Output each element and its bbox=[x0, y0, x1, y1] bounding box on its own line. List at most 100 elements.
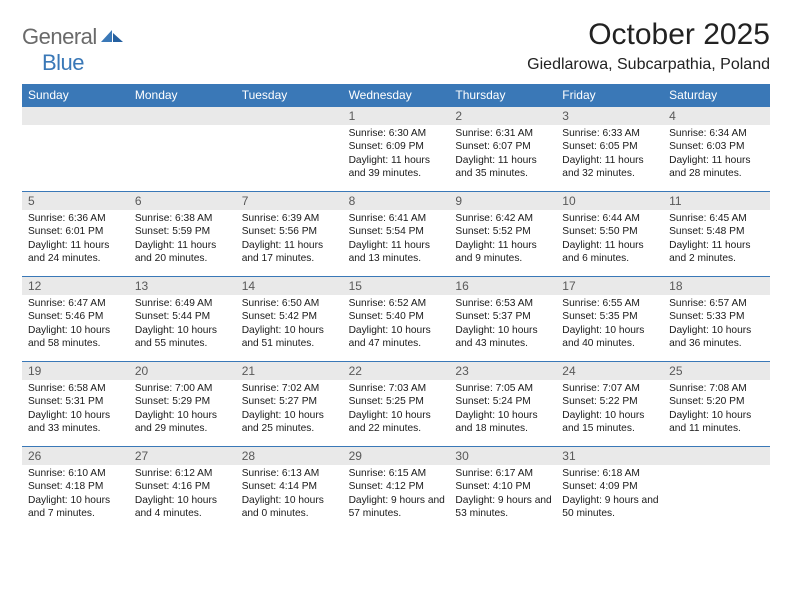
week-row: 19Sunrise: 6:58 AMSunset: 5:31 PMDayligh… bbox=[22, 361, 770, 446]
sunrise-line: Sunrise: 6:50 AM bbox=[242, 297, 339, 310]
sunrise-line: Sunrise: 6:49 AM bbox=[135, 297, 232, 310]
daylight-line: Daylight: 10 hours and 55 minutes. bbox=[135, 324, 232, 351]
day-number: 13 bbox=[129, 277, 236, 295]
day-cell: 30Sunrise: 6:17 AMSunset: 4:10 PMDayligh… bbox=[449, 447, 556, 531]
day-body: Sunrise: 6:50 AMSunset: 5:42 PMDaylight:… bbox=[236, 295, 343, 354]
sunrise-line: Sunrise: 6:31 AM bbox=[455, 127, 552, 140]
logo-word-blue: Blue bbox=[42, 50, 84, 75]
daylight-line: Daylight: 11 hours and 20 minutes. bbox=[135, 239, 232, 266]
weekday-header-cell: Tuesday bbox=[236, 84, 343, 107]
day-cell: 4Sunrise: 6:34 AMSunset: 6:03 PMDaylight… bbox=[663, 107, 770, 191]
day-cell bbox=[22, 107, 129, 191]
sunrise-line: Sunrise: 6:30 AM bbox=[349, 127, 446, 140]
sunset-line: Sunset: 6:09 PM bbox=[349, 140, 446, 153]
sunset-line: Sunset: 4:18 PM bbox=[28, 480, 125, 493]
sunrise-line: Sunrise: 6:36 AM bbox=[28, 212, 125, 225]
calendar-page: General Blue October 2025 Giedlarowa, Su… bbox=[0, 0, 792, 541]
day-cell: 14Sunrise: 6:50 AMSunset: 5:42 PMDayligh… bbox=[236, 277, 343, 361]
header-row: General Blue October 2025 Giedlarowa, Su… bbox=[22, 18, 770, 76]
day-number: 6 bbox=[129, 192, 236, 210]
daylight-line: Daylight: 11 hours and 6 minutes. bbox=[562, 239, 659, 266]
sunset-line: Sunset: 5:40 PM bbox=[349, 310, 446, 323]
sunrise-line: Sunrise: 6:53 AM bbox=[455, 297, 552, 310]
sunrise-line: Sunrise: 6:52 AM bbox=[349, 297, 446, 310]
daylight-line: Daylight: 11 hours and 13 minutes. bbox=[349, 239, 446, 266]
day-cell: 15Sunrise: 6:52 AMSunset: 5:40 PMDayligh… bbox=[343, 277, 450, 361]
sunrise-line: Sunrise: 6:58 AM bbox=[28, 382, 125, 395]
daylight-line: Daylight: 11 hours and 32 minutes. bbox=[562, 154, 659, 181]
logo-sail-icon bbox=[99, 28, 125, 46]
day-cell: 10Sunrise: 6:44 AMSunset: 5:50 PMDayligh… bbox=[556, 192, 663, 276]
day-body: Sunrise: 6:31 AMSunset: 6:07 PMDaylight:… bbox=[449, 125, 556, 184]
daylight-line: Daylight: 11 hours and 2 minutes. bbox=[669, 239, 766, 266]
day-body: Sunrise: 7:07 AMSunset: 5:22 PMDaylight:… bbox=[556, 380, 663, 439]
day-body: Sunrise: 7:08 AMSunset: 5:20 PMDaylight:… bbox=[663, 380, 770, 439]
day-number bbox=[663, 447, 770, 465]
sunset-line: Sunset: 5:24 PM bbox=[455, 395, 552, 408]
day-cell: 29Sunrise: 6:15 AMSunset: 4:12 PMDayligh… bbox=[343, 447, 450, 531]
weeks-container: 1Sunrise: 6:30 AMSunset: 6:09 PMDaylight… bbox=[22, 107, 770, 531]
sunset-line: Sunset: 5:29 PM bbox=[135, 395, 232, 408]
daylight-line: Daylight: 11 hours and 17 minutes. bbox=[242, 239, 339, 266]
day-cell: 16Sunrise: 6:53 AMSunset: 5:37 PMDayligh… bbox=[449, 277, 556, 361]
weekday-header-cell: Saturday bbox=[663, 84, 770, 107]
sunrise-line: Sunrise: 7:05 AM bbox=[455, 382, 552, 395]
day-cell: 25Sunrise: 7:08 AMSunset: 5:20 PMDayligh… bbox=[663, 362, 770, 446]
daylight-line: Daylight: 10 hours and 22 minutes. bbox=[349, 409, 446, 436]
daylight-line: Daylight: 11 hours and 28 minutes. bbox=[669, 154, 766, 181]
sunrise-line: Sunrise: 6:42 AM bbox=[455, 212, 552, 225]
day-body: Sunrise: 7:02 AMSunset: 5:27 PMDaylight:… bbox=[236, 380, 343, 439]
sunset-line: Sunset: 5:42 PM bbox=[242, 310, 339, 323]
day-body: Sunrise: 6:58 AMSunset: 5:31 PMDaylight:… bbox=[22, 380, 129, 439]
sunrise-line: Sunrise: 7:03 AM bbox=[349, 382, 446, 395]
daylight-line: Daylight: 11 hours and 24 minutes. bbox=[28, 239, 125, 266]
weekday-header-cell: Thursday bbox=[449, 84, 556, 107]
weekday-header-cell: Monday bbox=[129, 84, 236, 107]
day-cell: 20Sunrise: 7:00 AMSunset: 5:29 PMDayligh… bbox=[129, 362, 236, 446]
day-number: 5 bbox=[22, 192, 129, 210]
sunset-line: Sunset: 5:31 PM bbox=[28, 395, 125, 408]
sunset-line: Sunset: 5:33 PM bbox=[669, 310, 766, 323]
day-cell: 31Sunrise: 6:18 AMSunset: 4:09 PMDayligh… bbox=[556, 447, 663, 531]
day-number: 4 bbox=[663, 107, 770, 125]
sunset-line: Sunset: 5:54 PM bbox=[349, 225, 446, 238]
weekday-header-row: SundayMondayTuesdayWednesdayThursdayFrid… bbox=[22, 84, 770, 107]
day-body bbox=[129, 125, 236, 131]
sunset-line: Sunset: 5:27 PM bbox=[242, 395, 339, 408]
sunset-line: Sunset: 5:48 PM bbox=[669, 225, 766, 238]
day-number bbox=[129, 107, 236, 125]
day-number bbox=[22, 107, 129, 125]
day-number: 23 bbox=[449, 362, 556, 380]
day-cell: 21Sunrise: 7:02 AMSunset: 5:27 PMDayligh… bbox=[236, 362, 343, 446]
day-cell: 6Sunrise: 6:38 AMSunset: 5:59 PMDaylight… bbox=[129, 192, 236, 276]
sunset-line: Sunset: 5:37 PM bbox=[455, 310, 552, 323]
sunrise-line: Sunrise: 6:47 AM bbox=[28, 297, 125, 310]
sunrise-line: Sunrise: 6:10 AM bbox=[28, 467, 125, 480]
day-number: 14 bbox=[236, 277, 343, 295]
day-cell: 12Sunrise: 6:47 AMSunset: 5:46 PMDayligh… bbox=[22, 277, 129, 361]
daylight-line: Daylight: 9 hours and 57 minutes. bbox=[349, 494, 446, 521]
sunrise-line: Sunrise: 6:13 AM bbox=[242, 467, 339, 480]
day-body bbox=[22, 125, 129, 131]
day-body: Sunrise: 7:03 AMSunset: 5:25 PMDaylight:… bbox=[343, 380, 450, 439]
logo-text-block: General Blue bbox=[22, 24, 125, 76]
week-row: 26Sunrise: 6:10 AMSunset: 4:18 PMDayligh… bbox=[22, 446, 770, 531]
day-cell: 24Sunrise: 7:07 AMSunset: 5:22 PMDayligh… bbox=[556, 362, 663, 446]
day-number: 12 bbox=[22, 277, 129, 295]
sunrise-line: Sunrise: 6:12 AM bbox=[135, 467, 232, 480]
day-cell: 9Sunrise: 6:42 AMSunset: 5:52 PMDaylight… bbox=[449, 192, 556, 276]
day-body: Sunrise: 6:33 AMSunset: 6:05 PMDaylight:… bbox=[556, 125, 663, 184]
day-body: Sunrise: 6:30 AMSunset: 6:09 PMDaylight:… bbox=[343, 125, 450, 184]
day-cell: 8Sunrise: 6:41 AMSunset: 5:54 PMDaylight… bbox=[343, 192, 450, 276]
sunset-line: Sunset: 4:12 PM bbox=[349, 480, 446, 493]
sunset-line: Sunset: 4:16 PM bbox=[135, 480, 232, 493]
day-number: 30 bbox=[449, 447, 556, 465]
day-body: Sunrise: 6:41 AMSunset: 5:54 PMDaylight:… bbox=[343, 210, 450, 269]
day-cell: 19Sunrise: 6:58 AMSunset: 5:31 PMDayligh… bbox=[22, 362, 129, 446]
day-body: Sunrise: 6:39 AMSunset: 5:56 PMDaylight:… bbox=[236, 210, 343, 269]
sunrise-line: Sunrise: 6:33 AM bbox=[562, 127, 659, 140]
day-cell: 17Sunrise: 6:55 AMSunset: 5:35 PMDayligh… bbox=[556, 277, 663, 361]
day-number: 29 bbox=[343, 447, 450, 465]
daylight-line: Daylight: 10 hours and 4 minutes. bbox=[135, 494, 232, 521]
sunset-line: Sunset: 5:35 PM bbox=[562, 310, 659, 323]
